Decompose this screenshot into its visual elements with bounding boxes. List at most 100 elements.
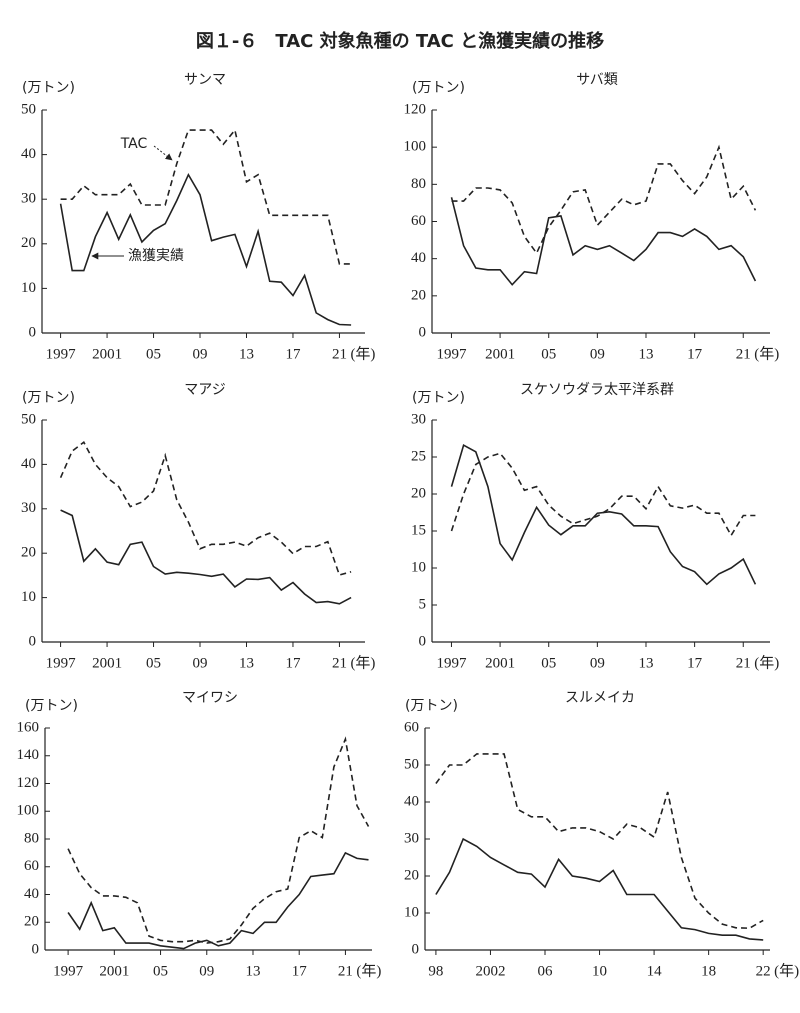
series-line: [60, 128, 352, 265]
x-tick-label: 05: [153, 963, 168, 979]
y-tick-label: 30: [21, 500, 36, 516]
x-tick-label: 21: [736, 346, 751, 362]
y-tick-label: 15: [411, 522, 426, 538]
y-tick-label: 60: [411, 213, 426, 229]
x-tick-label: 21: [332, 346, 347, 362]
y-tick-label: 0: [419, 633, 427, 649]
x-tick-label: 05: [541, 346, 556, 362]
y-tick-label: 5: [419, 596, 427, 612]
x-tick-label: 17: [285, 346, 301, 362]
x-tick-label: 2001: [485, 655, 515, 671]
y-tick-label: 120: [17, 775, 40, 791]
y-tick-label: 0: [29, 633, 37, 649]
x-axis-label: (年): [774, 962, 799, 979]
x-tick-label: 2001: [99, 963, 129, 979]
y-tick-label: 100: [404, 139, 427, 155]
y-tick-label: 60: [24, 858, 39, 874]
x-tick-label: 09: [199, 963, 214, 979]
chart-title: マアジ: [184, 382, 225, 398]
chart-title: スルメイカ: [565, 690, 635, 706]
y-tick-label: 80: [24, 830, 39, 846]
x-tick-label: 17: [292, 963, 308, 979]
series-annotation: 漁獲実績: [128, 248, 184, 264]
x-tick-label: 09: [590, 655, 605, 671]
y-tick-label: 10: [404, 904, 419, 920]
y-tick-label: 10: [21, 589, 36, 605]
chart-title: マイワシ: [182, 690, 238, 706]
y-tick-label: 20: [21, 545, 36, 561]
figure-title: 図１-６ TAC 対象魚種の TAC と漁獲実績の推移: [196, 30, 604, 52]
y-tick-label: 30: [411, 411, 426, 427]
x-tick-label: 13: [638, 655, 653, 671]
x-axis-label: (年): [350, 654, 375, 671]
y-tick-label: 20: [21, 235, 36, 251]
y-tick-label: 140: [17, 747, 40, 763]
y-tick-label: 10: [21, 280, 36, 296]
y-tick-label: 100: [17, 803, 40, 819]
x-tick-label: 21: [736, 655, 751, 671]
y-tick-label: 50: [21, 101, 36, 117]
x-tick-label: 22: [756, 963, 771, 979]
y-tick-label: 60: [404, 719, 419, 735]
x-tick-label: 05: [146, 346, 161, 362]
y-tick-label: 40: [21, 456, 36, 472]
x-tick-label: 09: [193, 346, 208, 362]
y-axis-label: (万トン): [22, 390, 75, 406]
y-tick-label: 40: [21, 146, 36, 162]
x-tick-label: 1997: [53, 963, 84, 979]
x-tick-label: 1997: [436, 346, 467, 362]
series-line: [59, 172, 352, 326]
x-axis-label: (年): [356, 962, 381, 979]
chart-title: スケソウダラ太平洋系群: [520, 382, 674, 398]
x-tick-label: 1997: [46, 655, 77, 671]
y-tick-label: 50: [21, 411, 36, 427]
y-tick-label: 20: [411, 485, 426, 501]
y-tick-label: 20: [411, 287, 426, 303]
x-tick-label: 13: [638, 346, 653, 362]
y-tick-label: 120: [404, 101, 427, 117]
x-tick-label: 13: [239, 346, 254, 362]
y-tick-label: 30: [404, 830, 419, 846]
y-tick-label: 40: [24, 886, 39, 902]
x-axis-label: (年): [754, 345, 779, 362]
series-line: [435, 753, 764, 930]
x-tick-label: 2001: [485, 346, 515, 362]
x-tick-label: 17: [285, 655, 301, 671]
x-axis-label: (年): [754, 654, 779, 671]
x-tick-label: 05: [146, 655, 161, 671]
x-tick-label: 05: [541, 655, 556, 671]
x-tick-label: 13: [239, 655, 254, 671]
y-tick-label: 30: [21, 191, 36, 207]
x-tick-label: 1997: [436, 655, 467, 671]
x-tick-label: 14: [647, 963, 663, 979]
y-axis-label: (万トン): [412, 390, 465, 406]
y-tick-label: 0: [419, 324, 427, 340]
y-tick-label: 25: [411, 448, 426, 464]
y-tick-label: 10: [411, 559, 426, 575]
x-tick-label: 09: [590, 346, 605, 362]
x-tick-label: 06: [538, 963, 554, 979]
y-tick-label: 0: [29, 324, 37, 340]
x-axis-label: (年): [350, 345, 375, 362]
y-axis-label: (万トン): [405, 698, 458, 714]
y-tick-label: 40: [411, 250, 426, 266]
y-axis-label: (万トン): [22, 80, 75, 96]
x-tick-label: 2001: [92, 346, 122, 362]
y-tick-label: 50: [404, 756, 419, 772]
y-axis-label: (万トン): [412, 80, 465, 96]
x-tick-label: 10: [592, 963, 607, 979]
y-tick-label: 20: [404, 867, 419, 883]
x-tick-label: 21: [332, 655, 347, 671]
y-tick-label: 160: [17, 719, 40, 735]
series-line: [450, 197, 757, 286]
chart-title: サバ類: [576, 72, 617, 88]
x-tick-label: 2001: [92, 655, 122, 671]
y-tick-label: 20: [24, 914, 39, 930]
x-tick-label: 18: [701, 963, 716, 979]
x-tick-label: 21: [338, 963, 353, 979]
y-tick-label: 0: [32, 941, 40, 957]
x-tick-label: 98: [428, 963, 443, 979]
series-annotation: TAC: [120, 136, 148, 152]
